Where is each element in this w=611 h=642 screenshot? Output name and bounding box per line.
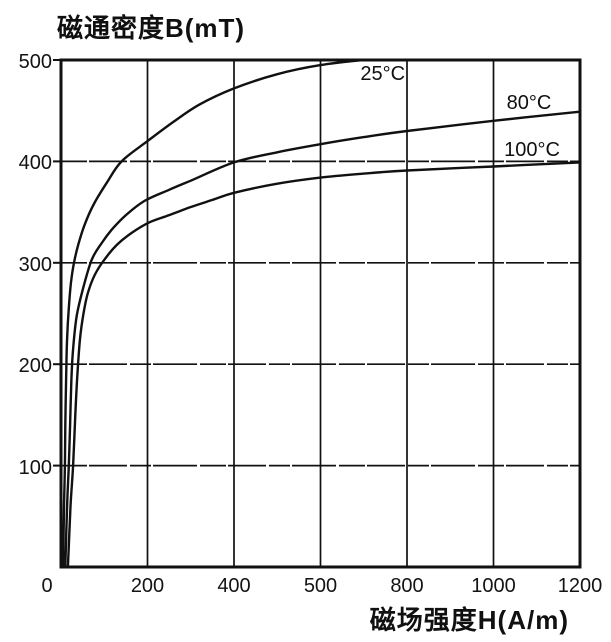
x-tick-label: 1200 [557, 575, 603, 597]
y-axis-ticks [53, 59, 61, 467]
curve-80C [64, 110, 580, 567]
curve-label-80C: 80°C [506, 91, 552, 114]
curves [62, 60, 580, 567]
x-tick-label: 0 [41, 575, 53, 597]
x-tick-label: 500 [303, 575, 338, 597]
curve-100C [66, 161, 580, 567]
curve-25C [62, 60, 377, 567]
curve-label-100C: 100°C [504, 139, 560, 162]
grid-lines [61, 60, 580, 567]
x-tick-label: 1000 [471, 575, 516, 597]
y-tick-label: 100 [18, 456, 52, 479]
y-axis-title: 磁通密度B(mT) [57, 13, 246, 43]
x-tick-label: 200 [130, 575, 165, 597]
plot-border [59, 58, 582, 569]
curve-label-25C: 25°C [360, 63, 406, 86]
y-tick-label: 500 [18, 51, 52, 73]
y-tick-label: 300 [18, 253, 52, 276]
x-tick-label: 400 [217, 575, 251, 597]
x-tick-label: 800 [390, 575, 424, 597]
x-axis-title: 磁场强度H(A/m) [369, 605, 569, 635]
y-tick-label: 400 [18, 152, 52, 175]
y-tick-label: 200 [18, 355, 52, 378]
